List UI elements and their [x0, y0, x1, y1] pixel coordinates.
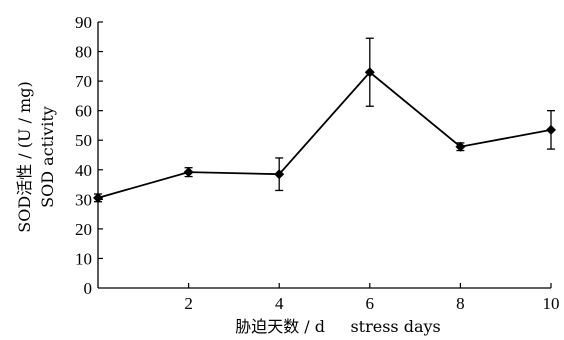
y-tick-label: 50 [75, 131, 92, 150]
x-tick-label: 8 [456, 294, 465, 313]
diamond-marker [455, 141, 466, 152]
y-tick-label: 20 [75, 220, 92, 239]
series-line [97, 70, 552, 199]
y-tick-label: 60 [75, 102, 92, 121]
data-point [274, 157, 285, 192]
axes [97, 22, 551, 289]
diamond-marker [546, 124, 556, 135]
x-tick-label: 2 [184, 294, 193, 313]
diamond-marker [93, 192, 103, 203]
data-point [546, 110, 556, 150]
x-axis-label: 胁迫天数 / d stress days [235, 317, 441, 336]
diamond-marker [364, 67, 375, 78]
data-point [93, 192, 103, 203]
y-tick-label: 70 [75, 72, 92, 91]
data-point [183, 167, 194, 178]
series-group [93, 37, 556, 203]
y-tick-label: 90 [75, 13, 92, 32]
y-tick-label: 10 [75, 249, 92, 268]
x-ticks: 2 4 6 8 10 [184, 283, 560, 313]
x-tick-label: 10 [543, 294, 560, 313]
x-tick-label: 6 [366, 294, 375, 313]
data-point [455, 141, 466, 152]
origin-tick-label: 0 [84, 279, 93, 298]
diamond-marker [183, 167, 194, 178]
y-axis-label-chinese: SOD活性 / (U / mg) [15, 81, 34, 232]
y-axis-label-english: SOD activity [38, 106, 57, 208]
diamond-marker [274, 169, 285, 180]
y-tick-label: 30 [75, 190, 92, 209]
y-tick-label: 80 [75, 43, 92, 62]
y-tick-label: 40 [75, 161, 92, 180]
data-point [364, 37, 375, 107]
x-tick-label: 4 [275, 294, 284, 313]
y-ticks: 10 20 30 40 50 60 70 80 90 [75, 13, 103, 268]
